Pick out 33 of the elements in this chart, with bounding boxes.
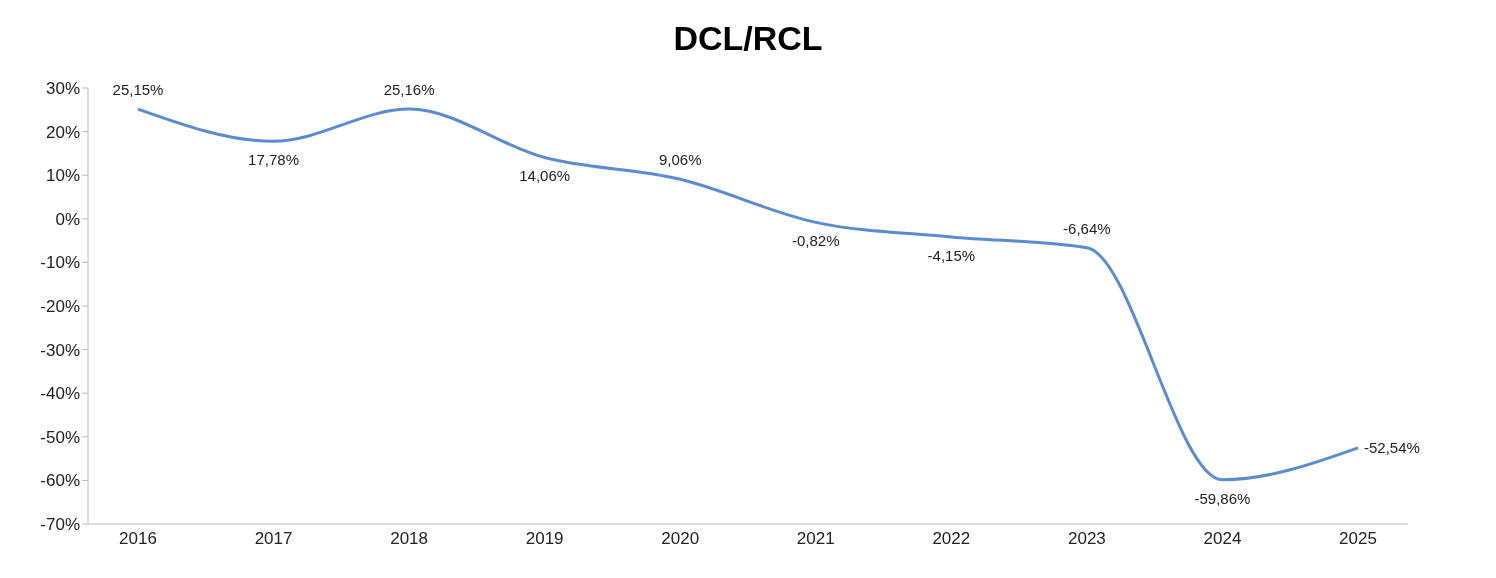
y-tick-label: -40% — [40, 384, 80, 404]
x-tick-label: 2020 — [661, 529, 700, 549]
y-tick-label: 30% — [45, 79, 80, 99]
chart-title: DCL/RCL — [672, 18, 824, 59]
y-tick-label: 20% — [45, 122, 80, 142]
x-tick-label: 2021 — [796, 529, 835, 549]
data-label: 14,06% — [519, 167, 571, 185]
y-tick-label: -10% — [40, 253, 80, 273]
x-tick-label: 2022 — [932, 529, 971, 549]
y-tick-label: -20% — [40, 297, 80, 317]
y-tick-label: -50% — [40, 427, 80, 447]
x-tick-label: 2025 — [1339, 529, 1377, 549]
data-label: 9,06% — [658, 151, 702, 169]
y-tick-label: -60% — [40, 471, 80, 491]
data-label: 25,15% — [112, 81, 164, 99]
x-tick-label: 2019 — [525, 529, 564, 549]
data-label: -59,86% — [1194, 489, 1251, 507]
data-label: 25,16% — [383, 81, 435, 99]
x-tick-label: 2024 — [1203, 529, 1242, 549]
data-label: -4,15% — [927, 246, 976, 264]
data-label: 17,78% — [248, 151, 299, 169]
line-series — [136, 107, 1360, 482]
x-tick-label: 2023 — [1067, 529, 1106, 549]
x-tick-label: 2018 — [390, 529, 429, 549]
y-tick-label: 10% — [45, 166, 80, 186]
data-label: -6,64% — [1063, 219, 1111, 237]
x-tick-label: 2016 — [119, 529, 157, 549]
y-tick-label: -70% — [40, 515, 80, 535]
y-tick-label: -30% — [40, 340, 80, 360]
data-label: -0,82% — [792, 232, 840, 250]
data-label: -52,54% — [1364, 438, 1420, 456]
x-tick-label: 2017 — [254, 529, 293, 549]
y-tick-label: 0% — [55, 209, 80, 229]
